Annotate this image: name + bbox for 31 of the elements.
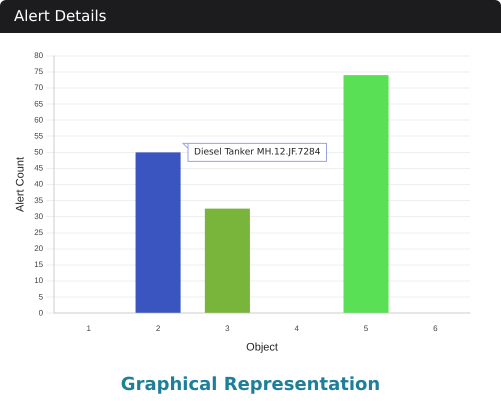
chart-title: Alert Details	[0, 0, 501, 33]
y-tick-label: 80	[34, 51, 44, 60]
y-tick-label: 20	[34, 244, 44, 254]
y-tick-label: 65	[34, 99, 44, 108]
y-tick-label: 5	[38, 292, 44, 302]
y-tick-label: 70	[34, 83, 44, 92]
y-tick-label: 0	[38, 308, 44, 318]
x-tick-label: 3	[225, 324, 230, 334]
y-tick-label: 15	[34, 260, 44, 270]
bar	[136, 152, 181, 313]
y-tick-label: 75	[34, 67, 44, 76]
x-tick-label: 2	[156, 324, 161, 334]
y-tick-label: 55	[34, 131, 44, 140]
annotation: Diesel Tanker MH.12.JF.7284	[194, 148, 321, 158]
x-tick-label: 5	[364, 324, 369, 334]
y-tick-label: 35	[34, 196, 44, 205]
y-tick-label: 10	[34, 276, 44, 286]
bar	[204, 208, 250, 313]
y-tick-label: 50	[34, 148, 44, 157]
x-tick-label: 1	[86, 324, 92, 334]
y-tick-label: 30	[34, 212, 44, 221]
y-tick-label: 45	[34, 164, 44, 173]
x-tick-label: 6	[433, 324, 438, 334]
y-tick-label: 40	[34, 180, 44, 189]
y-axis-title: Alert Count	[14, 156, 27, 212]
x-axis-title: Object	[246, 341, 278, 354]
x-tick-label: 4	[294, 324, 300, 334]
text: Graphical Representation	[120, 374, 382, 395]
bar	[343, 75, 389, 313]
y-tick-label: 25	[34, 228, 44, 237]
y-tick-label: 60	[34, 115, 44, 124]
